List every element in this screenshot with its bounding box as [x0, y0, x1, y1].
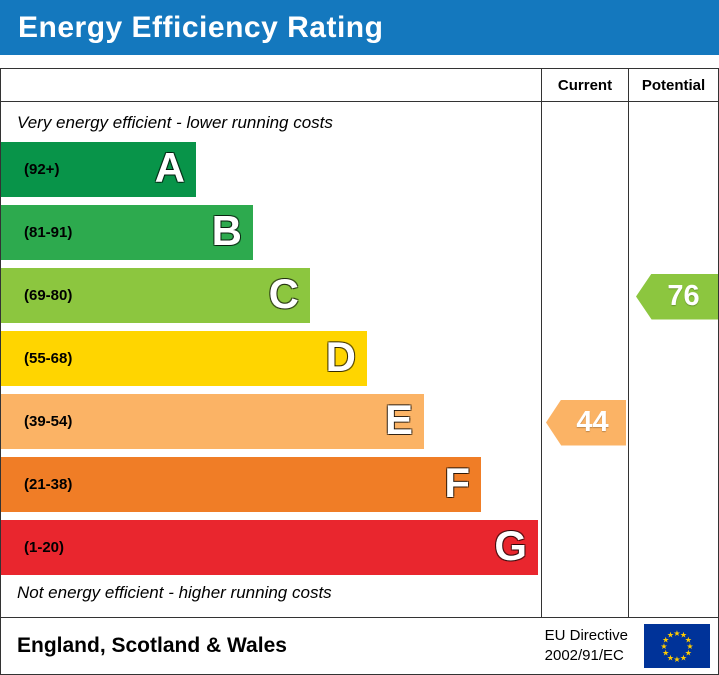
- eu-directive-label: EU Directive 2002/91/EC: [545, 626, 628, 667]
- band-letter: E: [384, 395, 413, 443]
- title-banner: Energy Efficiency Rating: [0, 0, 719, 55]
- svg-text:★: ★: [680, 631, 687, 640]
- band-range-label: (81-91): [24, 224, 73, 241]
- svg-text:★: ★: [680, 653, 687, 662]
- column-header-row: Current Potential: [1, 69, 718, 102]
- svg-text:★: ★: [660, 642, 667, 651]
- chart-body: Very energy efficient - lower running co…: [1, 102, 718, 617]
- svg-text:★: ★: [662, 636, 669, 645]
- current-rating-arrow: 44: [546, 399, 626, 446]
- band-row-f: (21-38) F: [1, 457, 481, 512]
- band-range-label: (21-38): [24, 476, 73, 493]
- band-row-e: (39-54) E: [1, 394, 424, 449]
- potential-column-header: Potential: [628, 69, 718, 101]
- current-rating-value: 44: [576, 406, 609, 438]
- potential-rating-arrow: 76: [636, 273, 718, 320]
- band-letter: A: [154, 143, 185, 191]
- band-row-c: (69-80) C: [1, 268, 310, 323]
- svg-text:★: ★: [667, 631, 674, 640]
- band-range-label: (1-20): [24, 539, 65, 556]
- svg-text:★: ★: [685, 649, 692, 658]
- band-column-header: [1, 69, 541, 101]
- svg-text:★: ★: [673, 655, 680, 664]
- eu-directive-line1: EU Directive: [544, 626, 628, 644]
- band-row-g: (1-20) G: [1, 520, 538, 575]
- band-row-a: (92+) A: [1, 142, 196, 197]
- band-letter: F: [444, 458, 470, 506]
- svg-text:★: ★: [686, 642, 693, 651]
- eu-flag-icon: ★ ★ ★ ★ ★ ★ ★ ★ ★ ★ ★ ★: [644, 624, 710, 668]
- region-label: England, Scotland & Wales: [17, 634, 287, 657]
- svg-text:★: ★: [662, 649, 669, 658]
- potential-column: 76: [628, 102, 718, 617]
- band-letter: C: [268, 269, 299, 317]
- caption-efficient: Very energy efficient - lower running co…: [17, 113, 333, 132]
- caption-not-efficient: Not energy efficient - higher running co…: [17, 583, 332, 602]
- chart-footer: England, Scotland & Wales EU Directive 2…: [1, 617, 718, 674]
- epc-chart: Current Potential Very energy efficient …: [0, 68, 719, 675]
- band-letter: B: [211, 206, 242, 254]
- band-range-label: (55-68): [24, 350, 73, 367]
- band-range-label: (92+): [24, 161, 60, 178]
- svg-text:★: ★: [685, 636, 692, 645]
- band-row-b: (81-91) B: [1, 205, 253, 260]
- current-column: 44: [541, 102, 628, 617]
- band-range-label: (39-54): [24, 413, 73, 430]
- page-title: Energy Efficiency Rating: [18, 10, 384, 44]
- current-column-header: Current: [541, 69, 628, 101]
- band-area: Very energy efficient - lower running co…: [1, 102, 541, 617]
- potential-rating-value: 76: [667, 280, 700, 312]
- eu-directive-line2: 2002/91/EC: [544, 647, 624, 664]
- band-range-label: (69-80): [24, 287, 73, 304]
- band-letter: D: [325, 332, 356, 380]
- svg-text:★: ★: [667, 653, 674, 662]
- svg-text:★: ★: [673, 629, 680, 638]
- band-row-d: (55-68) D: [1, 331, 367, 386]
- band-letter: G: [494, 521, 527, 569]
